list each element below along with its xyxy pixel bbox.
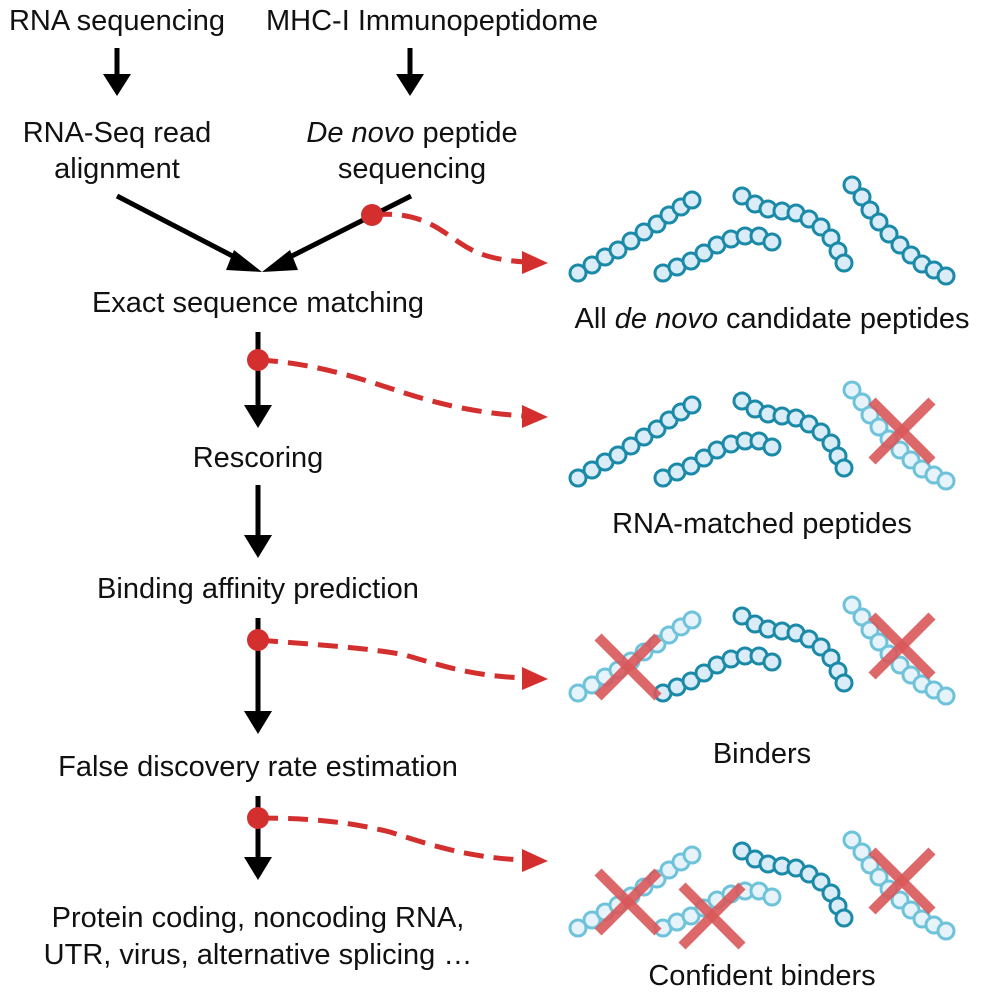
peptide-bead	[608, 240, 628, 260]
step-denovo-line2: sequencing	[338, 153, 486, 185]
input-immunopeptidome: MHC-I Immunopeptidome	[266, 5, 598, 37]
peptide-bead	[869, 417, 889, 437]
down-arrow-icon	[396, 48, 424, 96]
all-italic: de novo	[615, 303, 718, 335]
label-confident-binders: Confident binders	[648, 960, 875, 992]
step-rescoring: Rescoring	[193, 442, 324, 474]
peptide-bead	[842, 175, 862, 195]
peptide-bead	[621, 231, 641, 251]
peptide-bead	[842, 830, 862, 850]
removed-cross-icon	[868, 612, 936, 680]
step-alignment-line1: RNA-Seq read	[23, 117, 212, 149]
peptide-bead	[869, 632, 889, 652]
input-rna-sequencing: RNA sequencing	[9, 5, 225, 37]
categories-line1: Protein coding, noncoding RNA,	[52, 902, 465, 934]
peptide-bead	[834, 673, 854, 693]
peptide-bead	[936, 266, 956, 286]
peptide-bead	[842, 380, 862, 400]
down-arrow-icon	[244, 332, 272, 428]
peptide-chain-icon	[653, 226, 782, 283]
peptide-bead	[762, 652, 782, 672]
categories-line2: UTR, virus, alternative splicing …	[44, 939, 473, 971]
peptide-chain-icon	[732, 391, 854, 478]
converge-arrow-right	[262, 193, 413, 272]
peptide-bead	[568, 263, 588, 283]
peptide-bead	[834, 458, 854, 478]
filter-branch-arrow-icon	[247, 629, 548, 690]
peptide-bead	[682, 610, 702, 630]
peptide-bead	[834, 253, 854, 273]
peptide-bead	[568, 918, 588, 938]
peptide-bead	[682, 395, 702, 415]
peptide-chain-icon	[568, 395, 702, 488]
removed-cross-icon	[594, 868, 662, 936]
peptide-bead	[762, 232, 782, 252]
step-denovo-line1: De novo peptide	[306, 117, 517, 149]
removed-cross-icon	[868, 847, 936, 915]
step-fdr-estimation: False discovery rate estimation	[58, 751, 458, 783]
denovo-italic: De novo	[306, 117, 414, 149]
converge-arrow-left	[115, 193, 262, 272]
down-arrow-icon	[103, 48, 131, 96]
peptide-bead	[608, 445, 628, 465]
peptide-bead	[869, 212, 889, 232]
filter-branch-arrow-icon	[361, 204, 548, 274]
filter-branch-arrow-icon	[247, 807, 548, 872]
peptide-bead	[682, 845, 702, 865]
peptide-bead	[762, 437, 782, 457]
peptide-bead	[568, 468, 588, 488]
removed-cross-icon	[868, 397, 936, 465]
step-binding-affinity: Binding affinity prediction	[97, 573, 419, 605]
peptide-bead	[568, 683, 588, 703]
peptide-chain-icon	[842, 380, 956, 491]
peptide-chain-icon	[653, 431, 782, 488]
peptide-bead	[682, 190, 702, 210]
step-alignment-line2: alignment	[54, 153, 180, 185]
label-rna-matched: RNA-matched peptides	[612, 508, 912, 540]
peptide-bead	[879, 224, 899, 244]
peptide-bead	[869, 867, 889, 887]
peptide-bead	[936, 686, 956, 706]
peptide-bead	[834, 908, 854, 928]
peptide-bead	[621, 436, 641, 456]
peptide-group-confident-binders	[568, 830, 956, 950]
denovo-rest: peptide	[414, 117, 517, 149]
label-binders: Binders	[713, 738, 811, 770]
label-all-candidates: All de novo candidate peptides	[574, 303, 969, 335]
peptide-chain-icon	[568, 190, 702, 283]
removed-cross-icon	[594, 633, 662, 701]
peptide-group-binders	[568, 595, 956, 706]
peptide-chain-icon	[653, 646, 782, 703]
all-suffix: candidate peptides	[718, 303, 970, 335]
peptide-group-all-candidates	[568, 175, 956, 286]
all-prefix: All	[574, 303, 614, 335]
peptide-group-rna-matched	[568, 380, 956, 491]
peptide-bead	[936, 921, 956, 941]
peptide-chain-icon	[732, 606, 854, 693]
peptide-bead	[936, 471, 956, 491]
peptide-chain-icon	[842, 595, 956, 706]
step-exact-matching: Exact sequence matching	[92, 287, 424, 319]
peptide-bead	[762, 887, 782, 907]
down-arrow-icon	[244, 485, 272, 558]
peptide-chain-icon	[842, 175, 956, 286]
peptide-chain-icon	[732, 841, 854, 928]
peptide-bead	[842, 595, 862, 615]
peptide-chain-icon	[732, 186, 854, 273]
removed-cross-icon	[678, 882, 746, 950]
filter-branch-arrow-icon	[247, 349, 548, 428]
